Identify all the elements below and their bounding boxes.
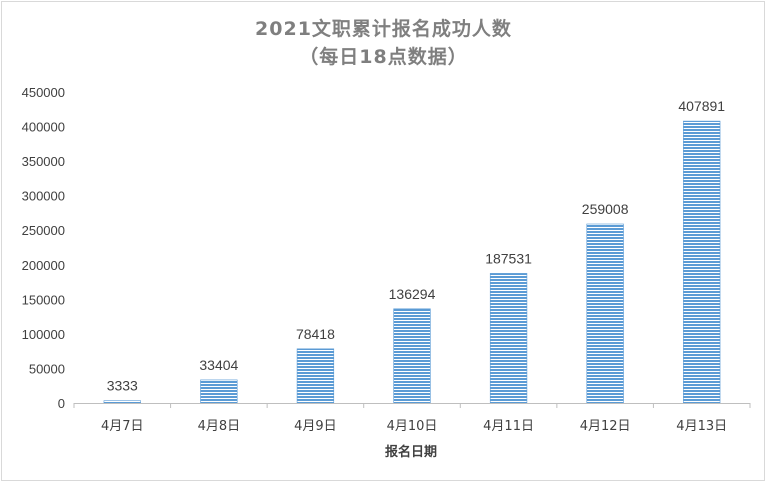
y-tick-label: 350000 (22, 154, 65, 169)
bars-group: 3333 33404 78418 136294 187531 259008 407891 (103, 98, 725, 404)
x-tick-label: 4月13日 (676, 419, 727, 434)
x-axis: 4月7日 4月8日 4月9日 4月10日 4月11日 4月12日 4月13日 (73, 403, 751, 434)
y-tick-label: 450000 (22, 85, 65, 100)
bar (296, 348, 335, 404)
chart-title: 2021文职累计报名成功人数 (255, 18, 512, 40)
x-tick-label: 4月11日 (483, 419, 534, 434)
data-label: 407891 (678, 98, 725, 114)
x-axis-label: 报名日期 (385, 444, 437, 460)
data-label: 187531 (485, 250, 532, 266)
y-tick-label: 400000 (22, 120, 65, 135)
x-tick-label: 4月10日 (387, 419, 438, 434)
x-tick-label: 4月8日 (198, 419, 241, 434)
bar (393, 308, 431, 404)
data-label: 33404 (199, 357, 238, 373)
data-label: 3333 (107, 378, 138, 394)
y-tick-label: 300000 (22, 189, 65, 204)
y-tick-label: 250000 (22, 223, 65, 238)
data-label: 78418 (296, 326, 335, 342)
x-tick-label: 4月7日 (101, 419, 144, 434)
y-tick-label: 100000 (22, 327, 65, 342)
data-label: 259008 (582, 201, 629, 217)
data-label: 136294 (389, 286, 436, 302)
bar (103, 400, 141, 404)
bar (586, 223, 624, 404)
x-tick-label: 4月9日 (294, 419, 337, 434)
bar (489, 273, 528, 404)
chart-subtitle: （每日18点数据） (299, 46, 468, 68)
bar (200, 379, 238, 404)
y-axis: 0 50000 100000 150000 200000 250000 300000 3500… (22, 85, 65, 411)
y-tick-label: 150000 (22, 292, 65, 307)
y-tick-label: 0 (58, 396, 65, 411)
x-tick-label: 4月12日 (580, 419, 631, 434)
y-tick-label: 50000 (29, 361, 65, 376)
y-tick-label: 200000 (22, 258, 65, 273)
bar (683, 120, 721, 404)
